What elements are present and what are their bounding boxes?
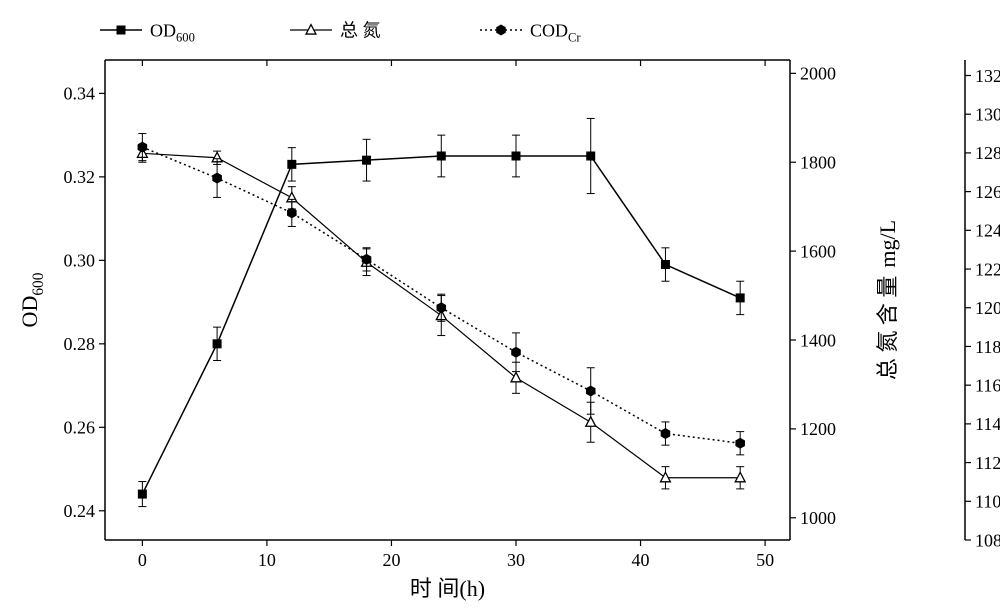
svg-text:1400: 1400 [800,330,836,350]
svg-text:OD600: OD600 [17,272,47,327]
svg-text:11200: 11200 [975,453,1000,473]
svg-text:12200: 12200 [975,259,1000,279]
svg-text:OD600: OD600 [150,20,195,44]
svg-text:11600: 11600 [975,375,1000,395]
svg-text:总 氮 含 量mg/L: 总 氮 含 量mg/L [875,220,900,380]
svg-text:13200: 13200 [975,66,1000,86]
svg-text:CODCr: CODCr [530,20,581,44]
svg-text:40: 40 [632,550,650,570]
svg-text:1200: 1200 [800,419,836,439]
chart-svg: 0 10 20 30 40 50 时 间(h) 0.24 0.26 0.28 0.30 0.32 0.3… [0,0,1000,611]
svg-text:1000: 1000 [800,508,836,528]
svg-text:50: 50 [756,550,774,570]
svg-text:2000: 2000 [800,64,836,84]
svg-text:0: 0 [138,550,147,570]
svg-text:12400: 12400 [975,221,1000,241]
svg-text:20: 20 [382,550,400,570]
svg-text:10800: 10800 [975,530,1000,550]
svg-text:30: 30 [507,550,525,570]
chart-container: 0 10 20 30 40 50 时 间(h) 0.24 0.26 0.28 0.30 0.32 0.3… [0,0,1000,611]
svg-text:12800: 12800 [975,143,1000,163]
svg-text:时 间(h): 时 间(h) [410,576,485,601]
svg-text:0.30: 0.30 [64,251,96,271]
svg-text:0.28: 0.28 [64,334,96,354]
svg-text:0.32: 0.32 [64,167,96,187]
svg-text:12000: 12000 [975,298,1000,318]
svg-text:12600: 12600 [975,182,1000,202]
svg-text:0.34: 0.34 [64,84,96,104]
svg-text:11800: 11800 [975,337,1000,357]
svg-text:1800: 1800 [800,153,836,173]
svg-text:13000: 13000 [975,104,1000,124]
svg-text:总 氮: 总 氮 [340,20,381,40]
svg-text:0.26: 0.26 [64,418,96,438]
svg-text:0.24: 0.24 [64,501,96,521]
svg-text:11000: 11000 [975,492,1000,512]
svg-text:10: 10 [258,550,276,570]
svg-text:11400: 11400 [975,414,1000,434]
svg-text:1600: 1600 [800,241,836,261]
